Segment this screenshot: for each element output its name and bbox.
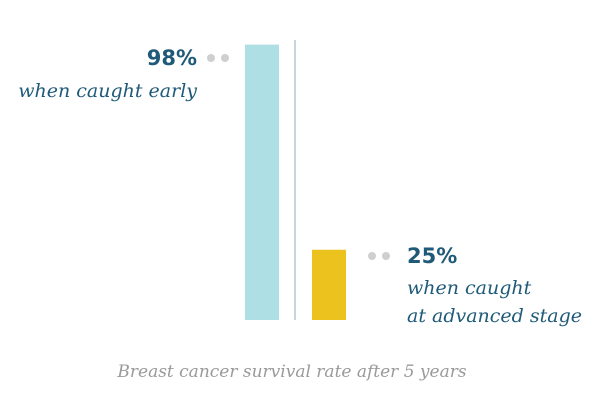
chart-caption: Breast cancer survival rate after 5 year…: [116, 362, 466, 382]
value-label-advanced: 25%: [407, 244, 457, 268]
description-advanced-line2: at advanced stage: [407, 305, 582, 327]
bar-advanced: [312, 249, 346, 320]
description-early: when caught early: [18, 80, 197, 102]
dot-early-1: [207, 54, 215, 62]
description-advanced-line1: when caught: [407, 277, 532, 299]
bar-early: [245, 44, 279, 321]
dot-advanced-2: [382, 252, 390, 260]
value-label-early: 98%: [147, 46, 197, 70]
dot-advanced-1: [368, 252, 376, 260]
dot-early-2: [221, 54, 229, 62]
